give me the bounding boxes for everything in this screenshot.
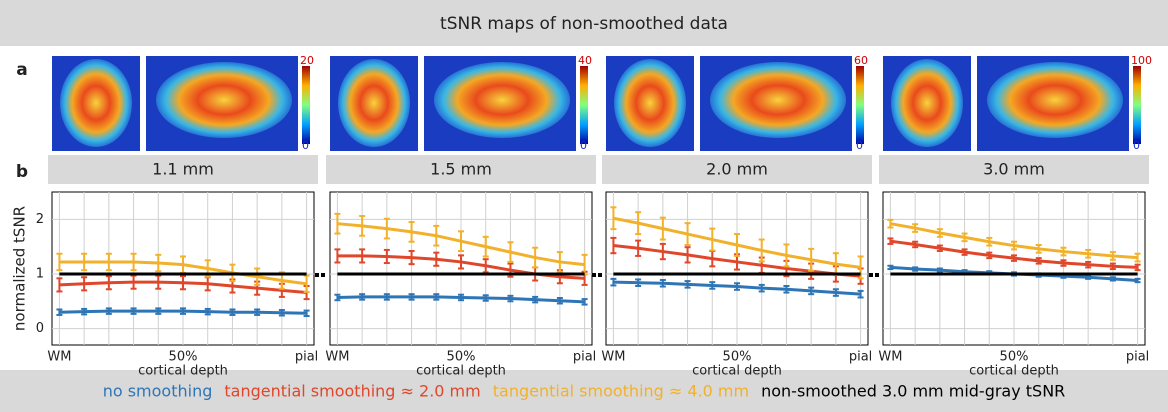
axial-map	[891, 59, 963, 147]
header-title: tSNR maps of non-smoothed data	[440, 14, 728, 34]
colorbar-max: 60	[854, 54, 868, 67]
x-tick-label: WM	[47, 350, 71, 365]
panel-title: 1.5 mm	[430, 160, 492, 179]
colorbar-max: 100	[1131, 54, 1152, 67]
x-tick-label: WM	[325, 350, 349, 365]
colorbar	[580, 66, 588, 144]
figure: tSNR maps of non-smoothed data a b 20040…	[0, 0, 1168, 412]
legend-entry: non-smoothed 3.0 mm mid-gray tSNR	[761, 382, 1065, 401]
colorbar	[302, 66, 310, 144]
panel-title: 3.0 mm	[983, 160, 1045, 179]
x-tick-label: 50%	[1000, 350, 1029, 365]
sagittal-map	[710, 62, 846, 138]
legend-entry: no smoothing	[103, 382, 213, 401]
x-tick-label: pial	[295, 350, 318, 365]
x-axis-label: cortical depth	[969, 364, 1059, 379]
legend-entry: tangential smoothing ≈ 4.0 mm	[493, 382, 749, 401]
y-tick-label: 2	[36, 212, 44, 227]
panel-label: a	[16, 60, 27, 80]
axial-map	[614, 59, 686, 147]
axial-map	[338, 59, 410, 147]
x-tick-label: WM	[601, 350, 625, 365]
colorbar	[856, 66, 864, 144]
x-axis-label: cortical depth	[692, 364, 782, 379]
axial-map	[60, 59, 132, 147]
x-axis-label: cortical depth	[138, 364, 228, 379]
legend-entry: tangential smoothing ≈ 2.0 mm	[224, 382, 480, 401]
x-tick-label: pial	[573, 350, 596, 365]
x-tick-label: WM	[878, 350, 902, 365]
x-tick-label: 50%	[723, 350, 752, 365]
y-tick-label: 1	[36, 266, 44, 281]
x-tick-label: pial	[849, 350, 872, 365]
colorbar-min: 0	[1133, 139, 1140, 152]
x-tick-label: pial	[1126, 350, 1149, 365]
colorbar-max: 20	[300, 54, 314, 67]
x-tick-label: 50%	[447, 350, 476, 365]
panel-title: 1.1 mm	[152, 160, 214, 179]
sagittal-map	[987, 62, 1123, 138]
panel-title: 2.0 mm	[706, 160, 768, 179]
colorbar-min: 0	[856, 139, 863, 152]
colorbar-max: 40	[578, 54, 592, 67]
panel-label: b	[16, 162, 28, 182]
y-tick-label: 0	[36, 321, 44, 336]
sagittal-map	[434, 62, 570, 138]
colorbar-min: 0	[580, 139, 587, 152]
sagittal-map	[156, 62, 292, 138]
colorbar-min: 0	[302, 139, 309, 152]
x-axis-label: cortical depth	[416, 364, 506, 379]
x-tick-label: 50%	[169, 350, 198, 365]
y-axis-label: normalized tSNR	[11, 206, 29, 331]
colorbar	[1133, 66, 1141, 144]
